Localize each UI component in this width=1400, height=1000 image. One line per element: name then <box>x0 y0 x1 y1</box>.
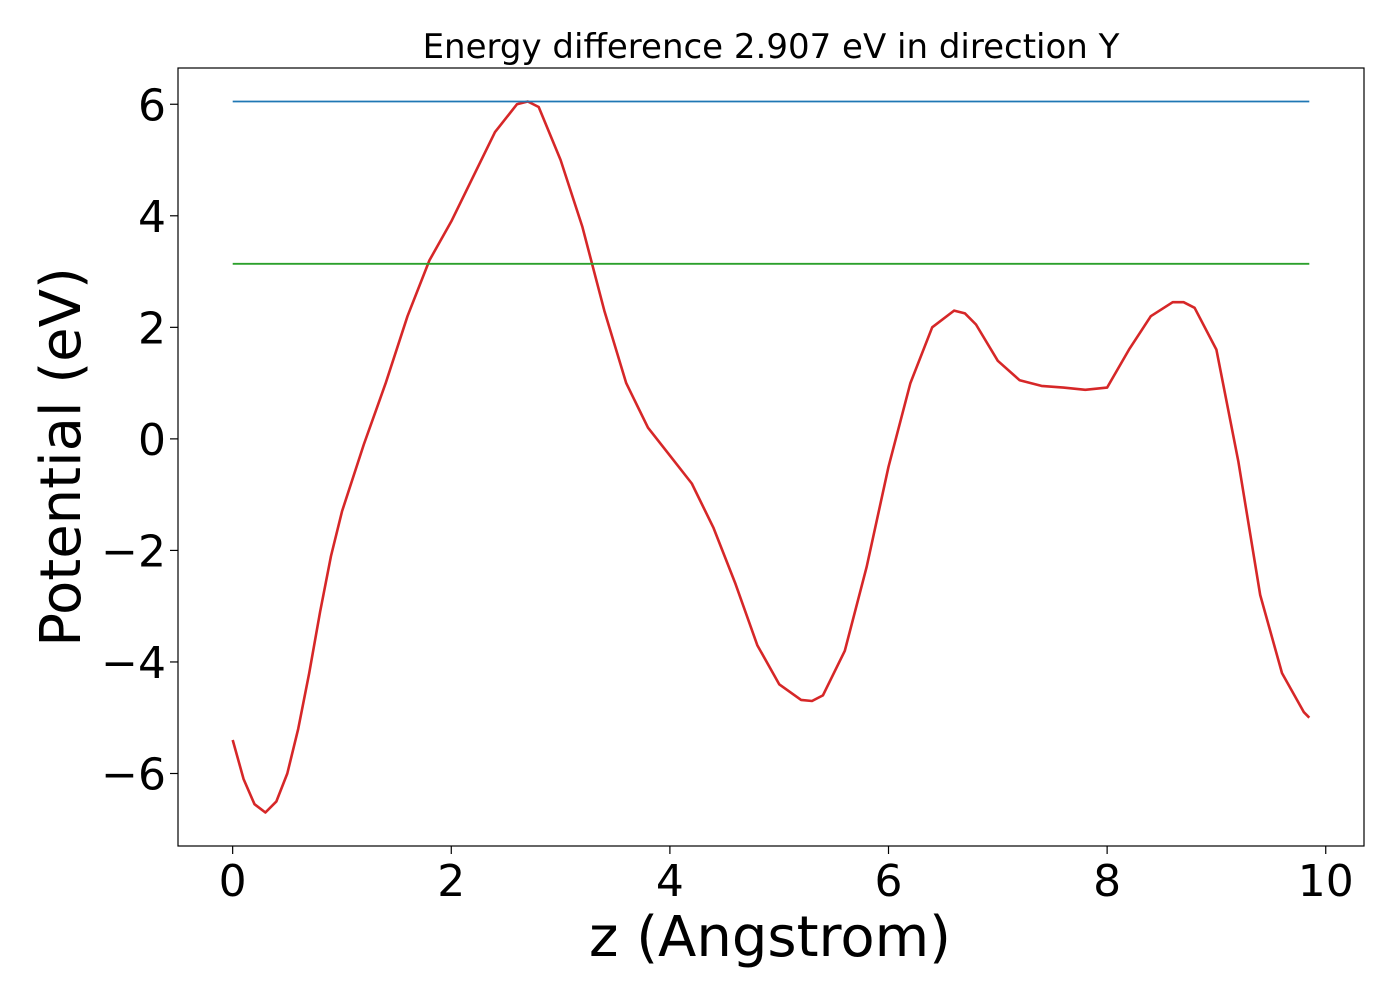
y-tick-label: 0 <box>138 415 166 466</box>
y-axis-label: Potential (eV) <box>29 267 94 647</box>
y-tick-label: −2 <box>101 526 166 577</box>
y-tick-label: 6 <box>138 80 166 131</box>
y-tick-label: −6 <box>101 749 166 800</box>
y-tick-label: −4 <box>101 638 166 689</box>
tick-layer: 0 2 4 6 8 10 −6 −4 −2 0 2 4 6 <box>101 80 1354 907</box>
series-line-1 <box>231 100 1311 814</box>
x-tick-label: 6 <box>875 856 903 907</box>
x-tick-label: 10 <box>1298 856 1354 907</box>
x-tick-label: 4 <box>656 856 684 907</box>
x-axis-label: z (Angstrom) <box>589 905 951 970</box>
plot-frame <box>177 67 1365 847</box>
chart-title: Energy difference 2.907 eV in direction … <box>423 27 1120 67</box>
x-tick-label: 2 <box>437 856 465 907</box>
x-tick-label: 0 <box>219 856 247 907</box>
series-layer <box>231 100 1311 814</box>
x-tick-label: 8 <box>1093 856 1121 907</box>
y-tick-label: 4 <box>138 192 166 243</box>
y-tick-label: 2 <box>138 303 166 354</box>
